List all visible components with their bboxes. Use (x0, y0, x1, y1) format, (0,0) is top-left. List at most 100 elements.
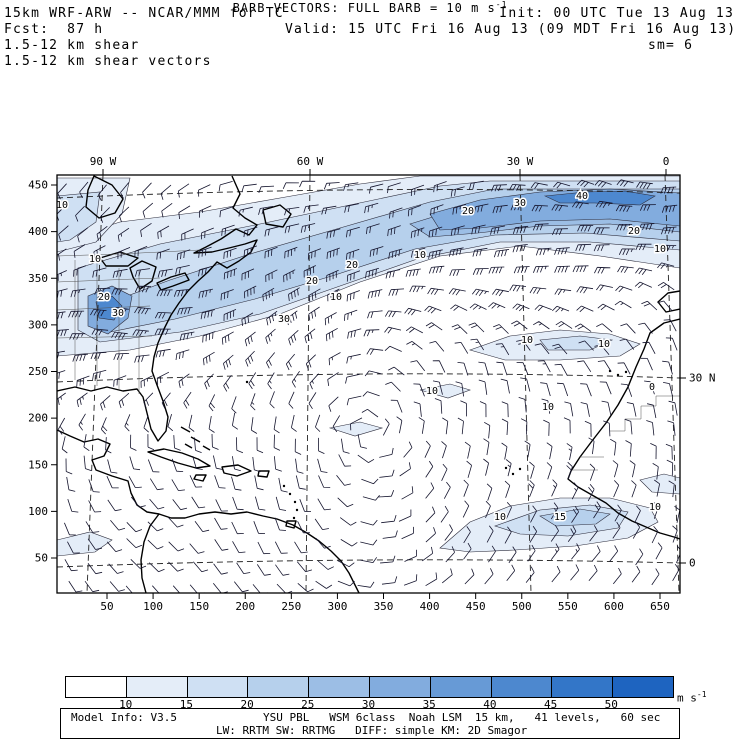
svg-text:150: 150 (28, 458, 48, 471)
svg-text:0: 0 (663, 155, 670, 168)
colorbar-tick-label: 20 (240, 698, 254, 711)
colorbar-tick-label: 50 (604, 698, 618, 711)
svg-text:30 N: 30 N (689, 372, 716, 385)
svg-text:100: 100 (143, 600, 163, 613)
colorbar (65, 676, 674, 698)
svg-text:350: 350 (28, 272, 48, 285)
svg-text:0: 0 (689, 557, 696, 570)
svg-text:10: 10 (649, 502, 661, 513)
colorbar-segment-3 (247, 677, 309, 697)
header-line-3: 1.5-12 km shear sm= 6 (0, 38, 740, 54)
svg-text:30: 30 (278, 314, 290, 325)
svg-text:30: 30 (112, 308, 124, 319)
political-borders (57, 249, 680, 471)
valid-time: Valid: 15 UTC Fri 16 Aug 13 (09 MDT Fri … (285, 22, 737, 37)
colorbar-tick-label: 30 (361, 698, 376, 711)
svg-text:10: 10 (598, 339, 610, 350)
svg-text:30: 30 (514, 198, 526, 209)
svg-text:30 W: 30 W (507, 155, 534, 168)
header-line-1: 15km WRF-ARW -- NCAR/MMM for TC Init: 00… (0, 6, 740, 22)
svg-text:350: 350 (374, 600, 394, 613)
svg-text:20: 20 (98, 292, 110, 303)
svg-text:250: 250 (28, 365, 48, 378)
svg-text:300: 300 (28, 318, 48, 331)
model-info-version: Model Info: V3.5 (71, 711, 177, 724)
svg-text:200: 200 (28, 412, 48, 425)
axis-ticks (51, 169, 686, 599)
svg-text:10: 10 (414, 250, 426, 261)
map-frame (56, 174, 681, 594)
colorbar-segment-4 (308, 677, 369, 697)
colorbar-tick-label: 15 (179, 698, 194, 711)
svg-text:100: 100 (28, 505, 48, 518)
latlon-gridlines (57, 175, 680, 593)
svg-text:10: 10 (330, 292, 342, 303)
forecast-hour: Fcst: 87 h (4, 22, 104, 37)
svg-text:60 W: 60 W (297, 155, 324, 168)
colorbar-segment-5 (368, 677, 430, 697)
colorbar-tick-label: 40 (483, 698, 497, 711)
colorbar-segment-1 (125, 677, 187, 697)
svg-text:0: 0 (649, 382, 655, 393)
header-line-4: 1.5-12 km shear vectors (0, 54, 740, 70)
colorbar-tick-label: 25 (301, 698, 315, 711)
svg-text:10: 10 (494, 512, 506, 523)
barb-legend-sup: -1 (495, 0, 508, 9)
barb-legend: BARB VECTORS: FULL BARB = 10 m s-1 (0, 0, 740, 15)
svg-text:10: 10 (426, 386, 438, 397)
svg-text:40: 40 (576, 191, 588, 202)
shear-shading-layer (57, 175, 680, 557)
svg-text:400: 400 (28, 225, 48, 238)
colorbar-segment-0 (66, 677, 126, 697)
svg-text:150: 150 (189, 600, 209, 613)
svg-text:450: 450 (28, 179, 48, 192)
svg-text:50: 50 (100, 600, 113, 613)
svg-text:20: 20 (346, 260, 358, 271)
svg-text:200: 200 (235, 600, 255, 613)
coastlines (57, 175, 680, 593)
colorbar-tick-label: 35 (422, 698, 436, 711)
colorbar-segment-2 (186, 677, 248, 697)
barb-legend-text: BARB VECTORS: FULL BARB = 10 m s (232, 1, 496, 15)
svg-text:10: 10 (542, 402, 554, 413)
svg-text:300: 300 (327, 600, 347, 613)
svg-text:20: 20 (628, 226, 640, 237)
svg-text:15: 15 (554, 512, 566, 523)
svg-text:10: 10 (521, 335, 533, 346)
svg-text:20: 20 (306, 276, 318, 287)
colorbar-segment-7 (490, 677, 552, 697)
svg-text:400: 400 (420, 600, 440, 613)
colorbar-tick-label: 45 (543, 698, 558, 711)
svg-text:550: 550 (558, 600, 578, 613)
svg-text:10: 10 (56, 200, 68, 211)
model-title: 15km WRF-ARW -- NCAR/MMM for TC (4, 6, 284, 21)
model-physics-line2: LW: RRTM SW: RRTMG DIFF: simple KM: 2D S… (216, 724, 528, 737)
svg-text:500: 500 (512, 600, 532, 613)
svg-text:10: 10 (89, 254, 101, 265)
colorbar-unit-sup: -1 (696, 690, 707, 699)
svg-text:20: 20 (462, 206, 474, 217)
svg-text:90 W: 90 W (90, 155, 117, 168)
svg-text:650: 650 (650, 600, 670, 613)
smoothing-label: sm= 6 (648, 38, 694, 53)
axis-labels: 50 100 150 200 250 300 350 400 450 500 550 600 65045… (28, 155, 715, 613)
svg-text:600: 600 (604, 600, 624, 613)
colorbar-labels: 10 15 20 25 30 35 40 45 50 (65, 698, 672, 712)
svg-text:50: 50 (35, 552, 48, 565)
colorbar-unit: m s-1 (677, 690, 707, 705)
model-physics-line1: YSU PBL WSM 6class Noah LSM 15 km, 41 le… (263, 711, 661, 724)
svg-text:250: 250 (281, 600, 301, 613)
colorbar-segment-6 (429, 677, 491, 697)
vector-field-name: 1.5-12 km shear vectors (4, 54, 212, 69)
header-line-2: Fcst: 87 h Valid: 15 UTC Fri 16 Aug 13 (… (0, 22, 740, 38)
colorbar-tick-label: 10 (119, 698, 133, 711)
colorbar-segment-9 (612, 677, 673, 697)
svg-text:450: 450 (466, 600, 486, 613)
model-info-box: Model Info: V3.5 YSU PBL WSM 6class Noah… (60, 708, 680, 739)
colorbar-unit-text: m s (677, 691, 697, 705)
wind-barbs-layer (57, 179, 680, 593)
field-name: 1.5-12 km shear (4, 38, 140, 53)
